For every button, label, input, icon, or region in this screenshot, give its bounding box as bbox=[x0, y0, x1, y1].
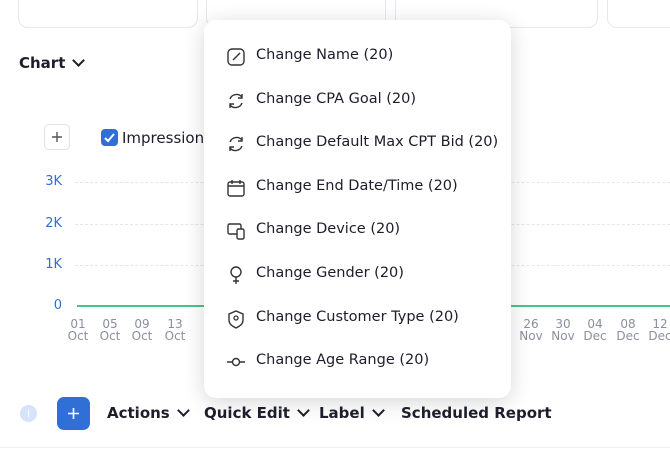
menu-item-label: Change Age Range (20) bbox=[256, 352, 430, 369]
menu-item[interactable]: Change Device (20) bbox=[204, 219, 511, 243]
checkbox[interactable] bbox=[101, 129, 118, 146]
menu-item[interactable]: Change Default Max CPT Bid (20) bbox=[204, 132, 511, 156]
toolbar-button-label: Actions bbox=[107, 404, 170, 422]
menu-item[interactable]: Change Gender (20) bbox=[204, 263, 511, 287]
x-tick-month: Nov bbox=[519, 329, 543, 343]
x-tick-day: 01 bbox=[70, 317, 86, 331]
plus-icon bbox=[52, 132, 62, 142]
x-tick-day: 13 bbox=[167, 317, 183, 331]
menu-item[interactable]: Change End Date/Time (20) bbox=[204, 176, 511, 200]
x-tick-month: Dec bbox=[583, 329, 607, 343]
x-tick-label: 12 Dec bbox=[645, 318, 670, 342]
x-tick-day: 04 bbox=[587, 317, 603, 331]
divider bbox=[0, 447, 670, 448]
menu-icon bbox=[226, 178, 246, 198]
chevron bbox=[371, 404, 385, 417]
quick-edit-menu: Change Name (20) Change CPA Goal (20) Chan… bbox=[204, 20, 511, 398]
menu-icon bbox=[226, 47, 246, 67]
chevron bbox=[297, 404, 310, 417]
icon-graphic bbox=[227, 357, 245, 367]
icon-graphic bbox=[227, 223, 245, 241]
add-button[interactable] bbox=[57, 397, 90, 430]
x-tick-label: 08 Dec bbox=[613, 318, 643, 342]
x-tick-day: 12 bbox=[652, 317, 668, 331]
legend-label: Impressions bbox=[122, 129, 212, 147]
x-tick-label: 30 Nov bbox=[548, 318, 578, 342]
x-tick-day: 09 bbox=[134, 317, 150, 331]
info-icon[interactable]: i bbox=[20, 405, 37, 422]
menu-item[interactable]: Change Name (20) bbox=[204, 45, 511, 69]
menu-icon bbox=[226, 352, 246, 372]
chart-title: Chart bbox=[19, 54, 66, 72]
y-tick-label: 1K bbox=[45, 257, 62, 272]
y-tick-label: 2K bbox=[45, 216, 62, 231]
check-icon bbox=[104, 133, 115, 143]
y-tick-label: 3K bbox=[45, 174, 62, 189]
menu-item-label: Change Default Max CPT Bid (20) bbox=[256, 134, 499, 151]
menu-item-label: Change Name (20) bbox=[256, 47, 394, 63]
x-tick-month: Oct bbox=[67, 329, 89, 343]
x-tick-day: 26 bbox=[523, 317, 539, 331]
x-tick-label: 04 Dec bbox=[580, 318, 610, 342]
x-tick-day: 30 bbox=[555, 317, 571, 331]
summary-card bbox=[607, 0, 670, 28]
x-tick-month: Dec bbox=[648, 329, 670, 343]
toolbar-button[interactable]: Actions bbox=[107, 404, 190, 422]
x-tick-month: Dec bbox=[616, 329, 640, 343]
icon-graphic bbox=[229, 136, 243, 152]
toolbar-button-label: Scheduled Report bbox=[401, 404, 552, 422]
chart-dropdown[interactable]: Chart bbox=[19, 54, 86, 72]
icon-graphic bbox=[228, 309, 244, 329]
x-tick-label: 09 Oct bbox=[127, 318, 157, 342]
toolbar-button[interactable]: Quick Edit bbox=[204, 404, 310, 422]
x-tick-month: Nov bbox=[551, 329, 575, 343]
x-tick-month: Oct bbox=[131, 329, 153, 343]
summary-card bbox=[18, 0, 198, 28]
menu-item-label: Change Gender (20) bbox=[256, 265, 404, 281]
x-tick-label: 05 Oct bbox=[95, 318, 125, 342]
icon-graphic bbox=[227, 48, 245, 66]
menu-item-label: Change CPA Goal (20) bbox=[256, 90, 416, 107]
x-tick-month: Oct bbox=[99, 329, 121, 343]
menu-item-label: Change End Date/Time (20) bbox=[256, 177, 458, 194]
toolbar-button[interactable]: Scheduled Report bbox=[401, 404, 552, 422]
menu-icon bbox=[226, 221, 246, 241]
menu-item-label: Change Customer Type (20) bbox=[256, 308, 459, 325]
add-metric-button[interactable] bbox=[44, 124, 70, 150]
toolbar-button-label: Label bbox=[319, 404, 365, 422]
x-tick-day: 05 bbox=[102, 317, 118, 331]
menu-icon bbox=[226, 134, 246, 154]
menu-item[interactable]: Change CPA Goal (20) bbox=[204, 89, 511, 113]
x-tick-day: 08 bbox=[620, 317, 636, 331]
plus-icon bbox=[68, 408, 79, 419]
menu-icon bbox=[226, 309, 246, 329]
icon-graphic bbox=[229, 93, 243, 108]
x-tick-label: 26 Nov bbox=[516, 318, 546, 342]
x-tick-label: 01 Oct bbox=[63, 318, 93, 342]
toolbar-button[interactable]: Label bbox=[319, 404, 385, 422]
menu-icon bbox=[226, 265, 246, 285]
icon-graphic bbox=[230, 266, 242, 284]
menu-item[interactable]: Change Customer Type (20) bbox=[204, 307, 511, 331]
toolbar-button-label: Quick Edit bbox=[204, 404, 290, 422]
x-tick-label: 13 Oct bbox=[160, 318, 190, 342]
x-tick-month: Oct bbox=[164, 329, 186, 343]
menu-item[interactable]: Change Age Range (20) bbox=[204, 350, 511, 374]
chevron bbox=[176, 404, 190, 417]
menu-item-label: Change Device (20) bbox=[256, 221, 401, 238]
icon-graphic bbox=[227, 179, 245, 197]
menu-icon bbox=[226, 91, 246, 111]
y-tick-label: 0 bbox=[53, 298, 62, 313]
